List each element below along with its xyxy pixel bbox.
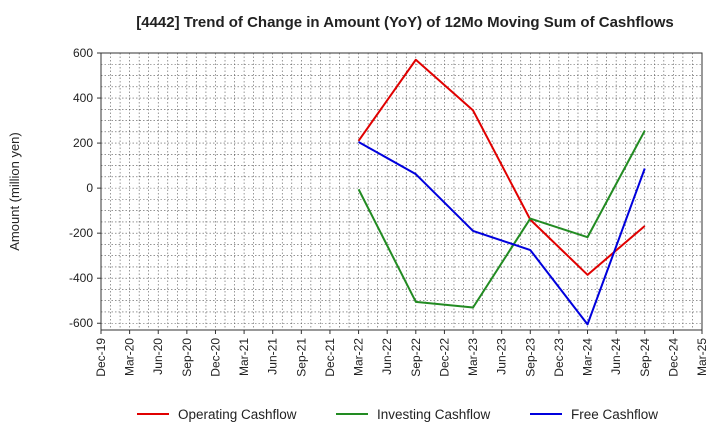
y-tick-label: 200 xyxy=(73,136,93,150)
x-tick-label: Dec-20 xyxy=(208,338,222,377)
y-tick-label: -200 xyxy=(69,226,93,240)
x-tick-label: Dec-19 xyxy=(94,338,108,377)
x-tick-label: Dec-24 xyxy=(666,338,680,377)
x-tick-label: Mar-20 xyxy=(123,338,137,376)
x-tick-label: Jun-20 xyxy=(151,338,165,375)
y-tick-label: -400 xyxy=(69,271,93,285)
y-tick-label: 400 xyxy=(73,91,93,105)
x-tick-label: Jun-23 xyxy=(495,338,509,375)
x-tick-label: Dec-22 xyxy=(437,338,451,377)
series-line-free-cashflow xyxy=(358,141,646,326)
x-tick-label: Mar-21 xyxy=(237,338,251,376)
grid-lines xyxy=(100,52,703,330)
x-tick-label: Dec-21 xyxy=(323,338,337,377)
legend: Operating Cashflow Investing Cashflow Free… xyxy=(137,407,658,422)
x-tick-label: Sep-24 xyxy=(638,338,652,377)
x-tick-label: Jun-21 xyxy=(266,338,280,375)
series-lines xyxy=(357,58,646,326)
legend-label: Operating Cashflow xyxy=(178,407,297,422)
x-tick-label: Sep-21 xyxy=(294,338,308,377)
x-tick-label: Mar-25 xyxy=(695,338,709,376)
plot-border xyxy=(100,52,703,331)
y-tick-label: 0 xyxy=(86,181,93,195)
x-tick-label: Sep-22 xyxy=(409,338,423,377)
series-line-operating-cashflow xyxy=(357,58,646,276)
y-tick-label: -600 xyxy=(69,316,93,330)
x-tick-label: Mar-24 xyxy=(581,338,595,376)
x-tick-label: Mar-22 xyxy=(352,338,366,376)
y-tick-label: 600 xyxy=(73,46,93,60)
y-axis-label: Amount (million yen) xyxy=(7,132,22,251)
x-tick-label: Jun-24 xyxy=(609,338,623,375)
chart-title: [4442] Trend of Change in Amount (YoY) o… xyxy=(136,14,674,31)
x-tick-label: Sep-20 xyxy=(180,338,194,377)
x-tick-label: Mar-23 xyxy=(466,338,480,376)
legend-label: Investing Cashflow xyxy=(377,407,491,422)
x-tick-label: Jun-22 xyxy=(380,338,394,375)
x-tick-label: Sep-23 xyxy=(523,338,537,377)
x-tick-label: Dec-23 xyxy=(552,338,566,377)
legend-label: Free Cashflow xyxy=(571,407,658,422)
series-line-investing-cashflow xyxy=(357,130,646,309)
